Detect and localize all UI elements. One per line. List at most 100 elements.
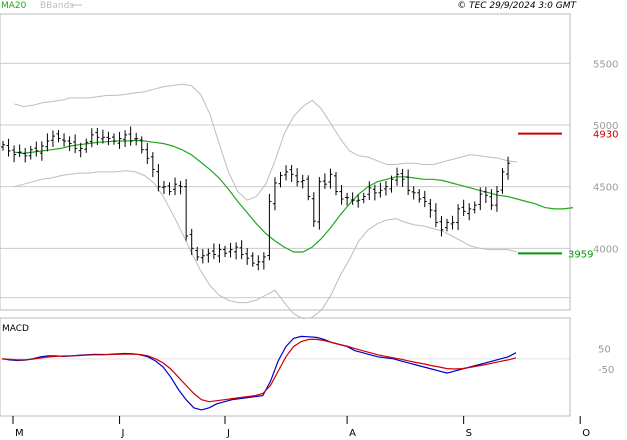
price-bar (45, 133, 50, 152)
price-bar (1, 141, 5, 151)
price-bar (34, 141, 39, 157)
price-bar (367, 181, 372, 200)
price-bar (195, 246, 200, 261)
price-bar (461, 199, 466, 217)
price-bar (483, 187, 488, 203)
price-bar (356, 194, 361, 208)
resistance-label: 4930 (593, 130, 618, 141)
price-bar (28, 145, 33, 160)
price-bar (112, 133, 116, 145)
price-bar (100, 129, 105, 144)
price-bar (84, 138, 89, 153)
price-bar (6, 138, 11, 157)
price-bar (378, 182, 383, 198)
support-label: 3959 (568, 249, 593, 260)
price-bar (56, 130, 61, 143)
price-bar (62, 133, 67, 147)
macd-tick-label: -50 (598, 365, 614, 376)
price-grid (0, 62, 570, 299)
ma20-label: MA20 (1, 1, 27, 11)
price-bar (450, 215, 455, 230)
price-panel-frame (0, 13, 571, 311)
price-bar (189, 228, 194, 255)
bb-lower-line (14, 170, 518, 320)
macd-tick-label: 50 (598, 345, 611, 356)
price-bar (433, 203, 438, 228)
price-bar (439, 216, 444, 237)
price-bar (317, 177, 322, 230)
price-bar (223, 245, 227, 257)
price-bar (494, 185, 499, 212)
price-bar (134, 132, 139, 146)
price-bar (306, 175, 311, 201)
price-bar (300, 174, 305, 189)
price-bar (456, 204, 461, 231)
price-bar (261, 252, 266, 270)
price-bar (345, 192, 350, 206)
price-bar (39, 141, 44, 161)
price-bar (17, 144, 22, 158)
x-tick-label: S (466, 428, 472, 439)
price-bar (256, 255, 261, 271)
price-bar (400, 168, 405, 187)
price-bar (311, 192, 316, 227)
price-bar (200, 249, 205, 264)
price-bar (272, 177, 277, 211)
price-bar (139, 136, 144, 154)
price-bar (245, 248, 250, 265)
price-bar (383, 180, 388, 196)
price-tick-label: 4500 (593, 183, 618, 194)
price-bar (289, 164, 294, 182)
price-bar (267, 193, 272, 261)
macd-panel-frame (0, 317, 571, 417)
price-bar (128, 126, 133, 146)
price-bar (228, 242, 233, 258)
price-bar (411, 186, 416, 200)
x-tick-label: O (582, 428, 590, 439)
price-bar (211, 243, 216, 260)
price-bar (417, 189, 422, 203)
price-bar (278, 171, 283, 188)
x-tick-label: M (15, 428, 24, 439)
bollinger-bands (14, 83, 518, 320)
price-bar (489, 189, 494, 210)
price-bar (478, 187, 483, 211)
price-bar (467, 203, 472, 221)
price-bar (406, 169, 411, 196)
price-bar (500, 168, 505, 194)
macd-y-axis: 50 -50 (598, 345, 614, 376)
price-bar (328, 168, 333, 189)
price-bar (150, 152, 155, 178)
price-bar (145, 143, 150, 164)
price-bar (206, 248, 211, 263)
price-bar (322, 173, 327, 189)
price-y-axis: 4000 4500 5000 5500 (593, 59, 618, 255)
price-tick-label: 5500 (593, 59, 618, 70)
price-bar (350, 192, 355, 205)
macd-title: MACD (2, 324, 29, 334)
price-bar (506, 156, 511, 180)
price-bars (1, 126, 511, 271)
price-bar (95, 127, 100, 145)
price-bar (339, 184, 344, 205)
x-tick-label: A (349, 428, 356, 439)
price-bar (12, 145, 17, 163)
price-bar (73, 134, 78, 154)
price-tick-label: 5000 (593, 121, 618, 132)
x-tick-label: J (121, 428, 125, 439)
price-bar (156, 163, 161, 192)
price-bar (445, 218, 449, 232)
price-bar (395, 167, 400, 186)
price-bar (67, 136, 72, 152)
price-bar (334, 172, 338, 196)
price-bar (389, 175, 394, 193)
price-bar (89, 128, 94, 148)
price-bar (422, 190, 427, 208)
price-bar (217, 243, 222, 263)
price-bar (123, 130, 128, 147)
price-bar (361, 192, 366, 204)
price-bar (106, 131, 111, 146)
price-bar (178, 180, 183, 195)
